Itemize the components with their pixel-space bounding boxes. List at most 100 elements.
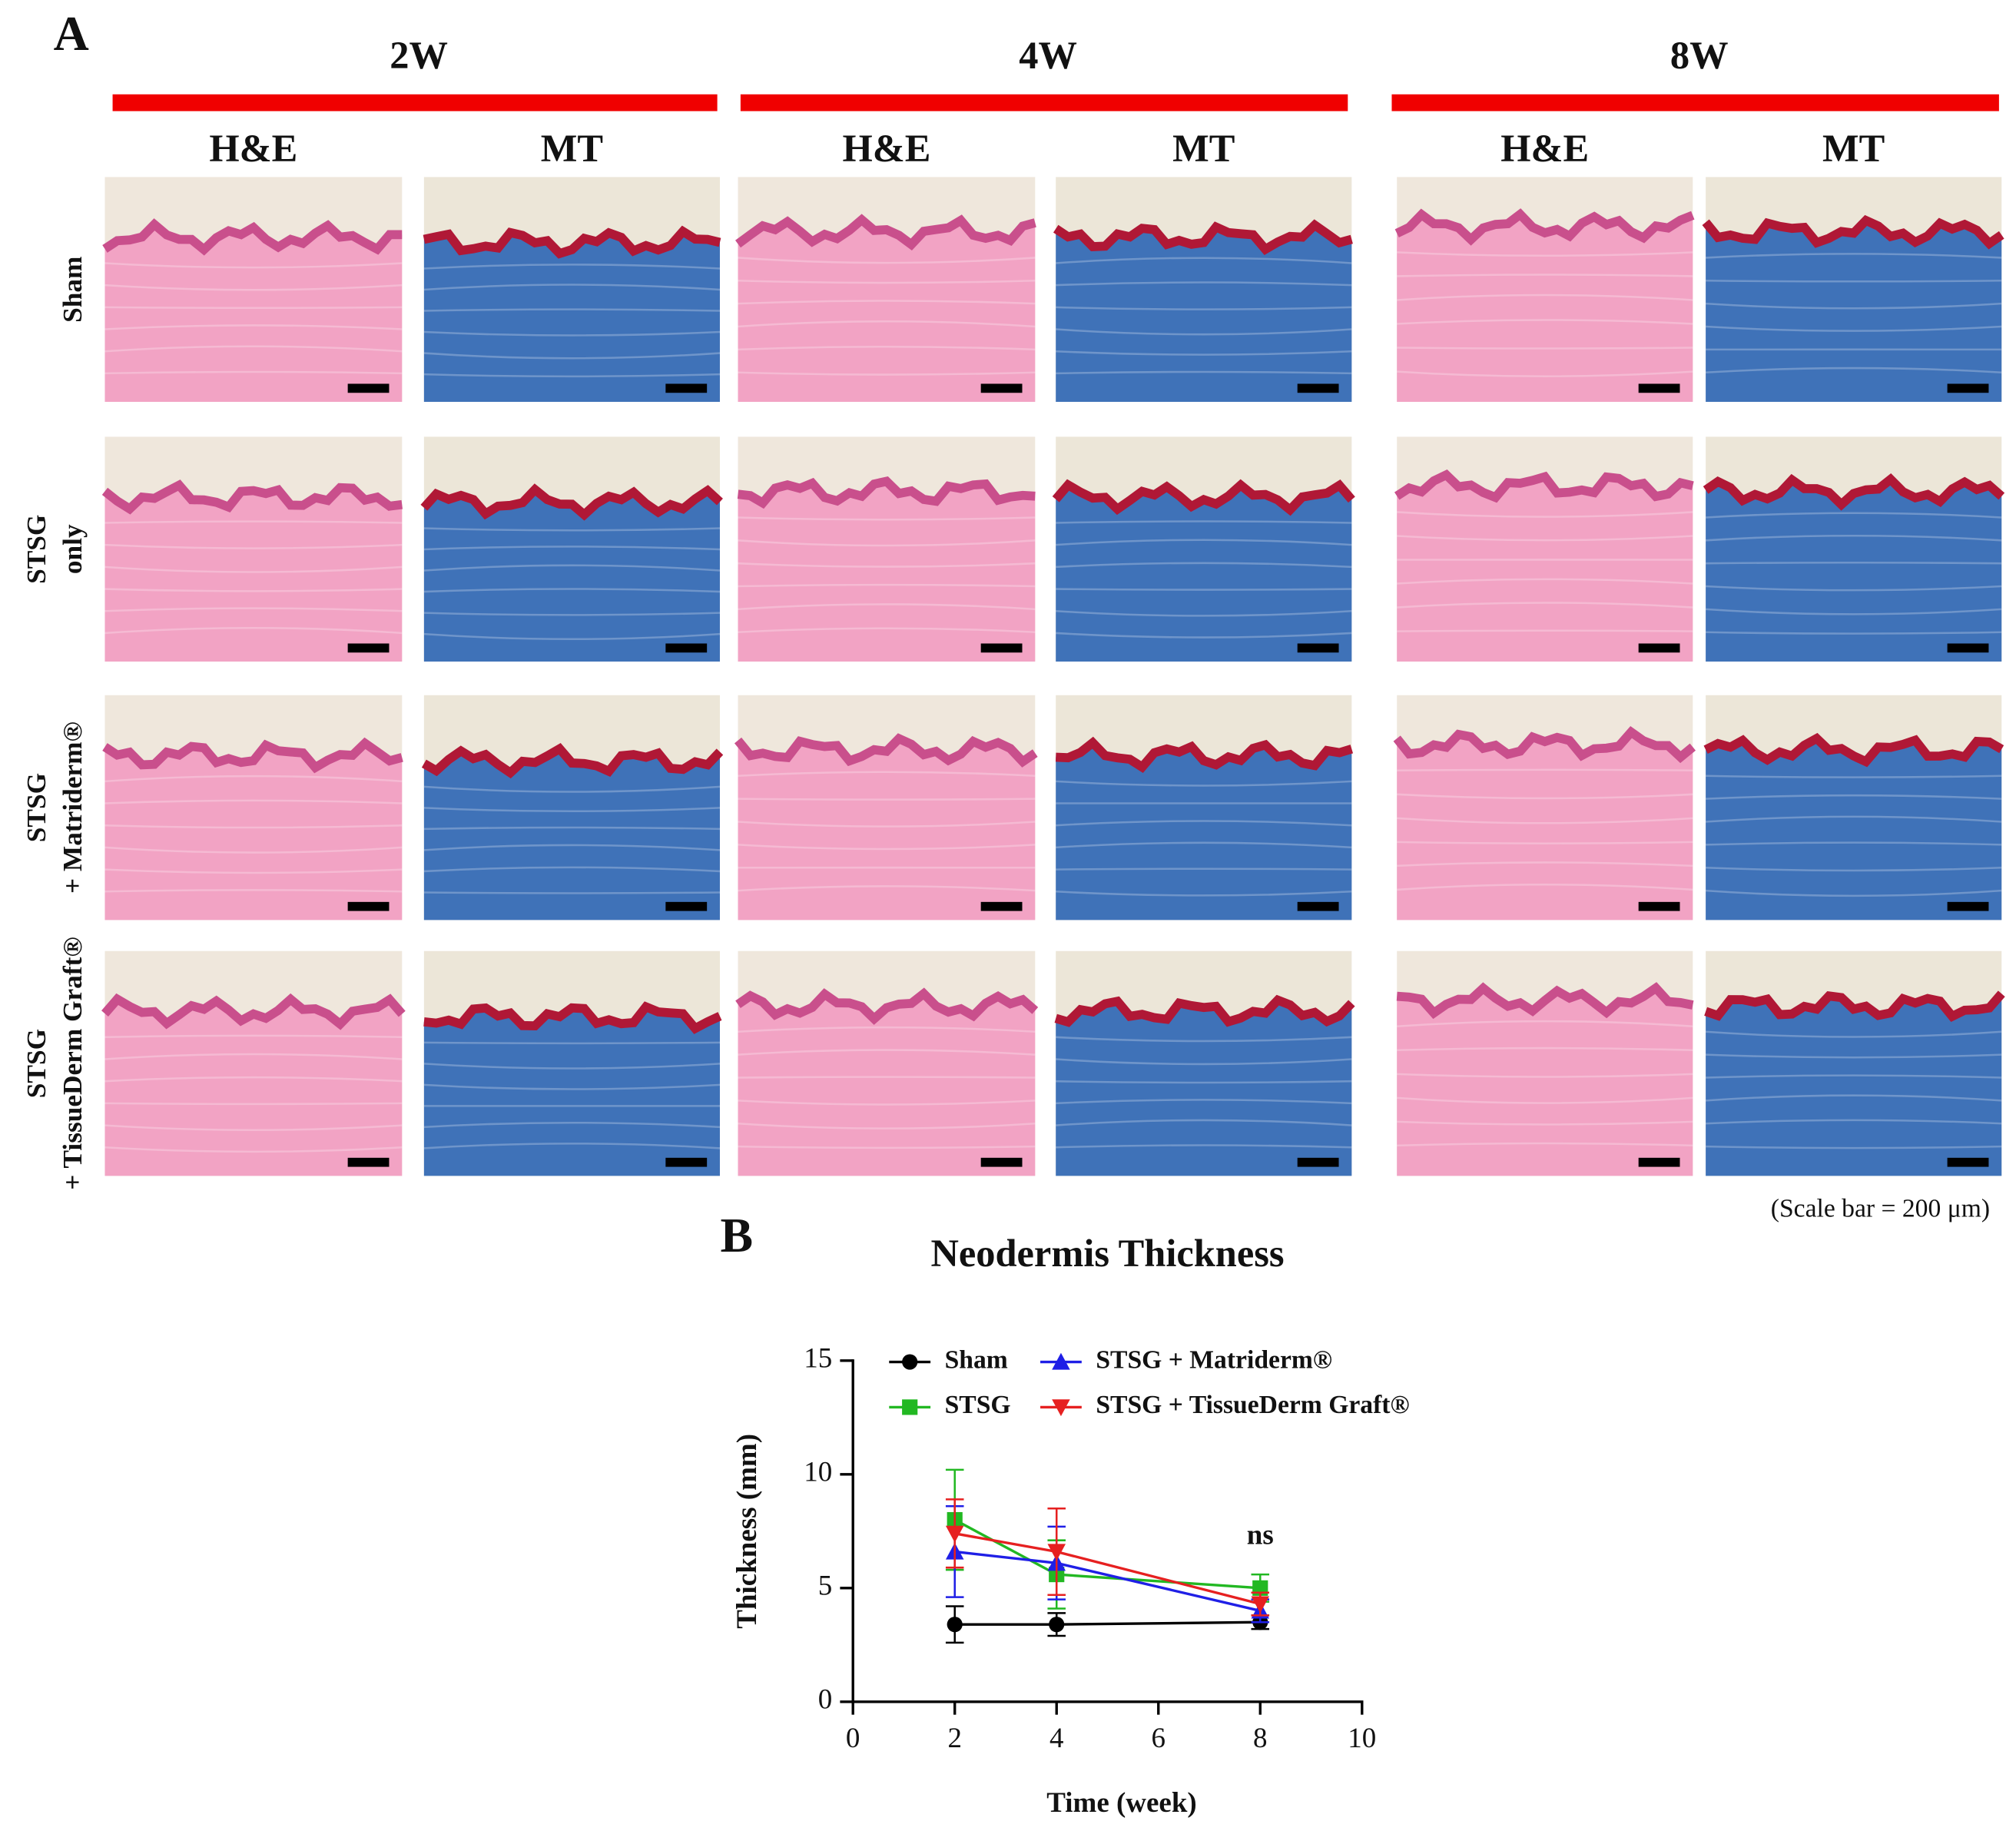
histology-epidermis xyxy=(420,483,723,521)
histology-texture xyxy=(423,527,721,532)
histology-texture xyxy=(738,539,1036,547)
histology-tissue xyxy=(738,481,1036,662)
row-label: Sham xyxy=(58,257,88,323)
histology-tissue xyxy=(423,748,720,920)
histology-tissue xyxy=(1706,479,2002,662)
histology-texture xyxy=(423,284,721,291)
histology-texture xyxy=(738,346,1036,351)
timepoint-label: 2W xyxy=(390,34,448,77)
row-label: only xyxy=(58,524,88,574)
histology-tissue xyxy=(423,231,720,403)
histology-texture xyxy=(1706,815,2002,823)
histology-tissue xyxy=(104,224,403,403)
histology-tissue xyxy=(1056,1000,1352,1176)
scale-bar xyxy=(980,643,1023,653)
histology-tissue xyxy=(738,220,1036,403)
histology-texture xyxy=(1706,841,2002,846)
histology-tissue xyxy=(1397,731,1693,920)
histology-texture xyxy=(738,1049,1036,1056)
scale-bar xyxy=(347,643,390,653)
timepoint-bar xyxy=(740,94,1348,111)
histology-texture xyxy=(1056,257,1352,264)
histology-texture xyxy=(1397,884,1693,891)
histology-texture xyxy=(738,1122,1036,1129)
histology-texture xyxy=(1706,325,2002,332)
histology-texture xyxy=(423,1143,721,1149)
histology-texture xyxy=(738,516,1036,521)
histology-texture xyxy=(423,330,721,337)
scale-bar xyxy=(347,383,390,393)
histology-texture xyxy=(1397,1020,1693,1028)
histology-texture xyxy=(1056,370,1352,375)
histology-texture xyxy=(738,300,1036,305)
scale-bar xyxy=(665,643,708,653)
histology-texture xyxy=(423,308,721,312)
histology-tissue xyxy=(104,999,403,1176)
histology-texture xyxy=(738,885,1036,892)
histology-texture xyxy=(738,821,1036,828)
histology-texture xyxy=(738,371,1036,376)
histology-texture xyxy=(104,1102,403,1106)
legend-label: STSG xyxy=(945,1391,1011,1419)
histology-epidermis xyxy=(102,218,403,256)
histology-texture xyxy=(738,583,1036,588)
y-tick-label: 5 xyxy=(818,1570,832,1601)
histology-texture xyxy=(104,846,403,854)
histology-tissue xyxy=(1397,475,1693,662)
histology-texture xyxy=(1056,281,1352,287)
histology-texture xyxy=(1706,794,2002,800)
chart-title: Neodermis Thickness xyxy=(930,1232,1284,1275)
histology-epidermis xyxy=(1704,990,2005,1023)
x-axis-label: Time (week) xyxy=(1046,1787,1197,1819)
histology-texture xyxy=(104,626,403,635)
histology-texture xyxy=(1056,350,1352,356)
histology-texture xyxy=(104,588,403,592)
scale-bar xyxy=(1297,643,1339,653)
stain-label: MT xyxy=(1822,127,1885,170)
histology-tissue xyxy=(738,993,1036,1176)
histology-texture xyxy=(738,1076,1036,1079)
histology-texture xyxy=(1397,1073,1693,1078)
histology-texture xyxy=(1056,588,1352,591)
histology-epidermis xyxy=(1393,726,1696,764)
annotation: ns xyxy=(1247,1520,1274,1551)
histology-texture xyxy=(104,345,403,353)
histology-texture xyxy=(104,775,403,783)
histology-tissue xyxy=(1056,485,1352,662)
scale-bar xyxy=(1297,383,1339,393)
histology-texture xyxy=(1056,632,1352,639)
histology-texture xyxy=(423,1083,721,1090)
scale-bar xyxy=(980,901,1023,911)
histology-texture xyxy=(1397,1142,1693,1147)
series-line xyxy=(954,1550,1261,1613)
legend-label: STSG + Matriderm® xyxy=(1096,1345,1332,1374)
scale-bar xyxy=(347,1157,390,1167)
histology-texture xyxy=(104,1053,403,1060)
histology-tissue xyxy=(1706,993,2002,1176)
stain-label: MT xyxy=(1172,127,1235,170)
x-tick-label: 0 xyxy=(846,1723,860,1754)
series-line xyxy=(953,1518,1261,1590)
series-line xyxy=(954,1620,1261,1626)
scale-bar xyxy=(1947,643,1989,653)
histology-texture xyxy=(1397,841,1693,844)
histology-texture xyxy=(104,520,403,524)
scale-bar xyxy=(980,1157,1023,1167)
histology-texture xyxy=(104,1034,403,1039)
histology-texture xyxy=(423,264,721,270)
histology-tissue xyxy=(1397,214,1693,403)
histology-texture xyxy=(1056,1119,1352,1126)
histology-texture xyxy=(1056,1144,1352,1149)
histology-epidermis xyxy=(1055,736,1354,773)
histology-texture xyxy=(423,807,721,813)
scale-bar xyxy=(1638,383,1680,393)
histology-epidermis xyxy=(1394,469,1694,503)
stain-label: H&E xyxy=(1500,127,1589,170)
histology-epidermis xyxy=(734,733,1038,768)
histology-texture xyxy=(1706,1094,2002,1102)
y-axis-label: Thickness (mm) xyxy=(731,1434,763,1629)
histology-texture xyxy=(1397,1047,1693,1052)
histology-epidermis xyxy=(423,1001,722,1034)
histology-texture xyxy=(104,889,403,893)
